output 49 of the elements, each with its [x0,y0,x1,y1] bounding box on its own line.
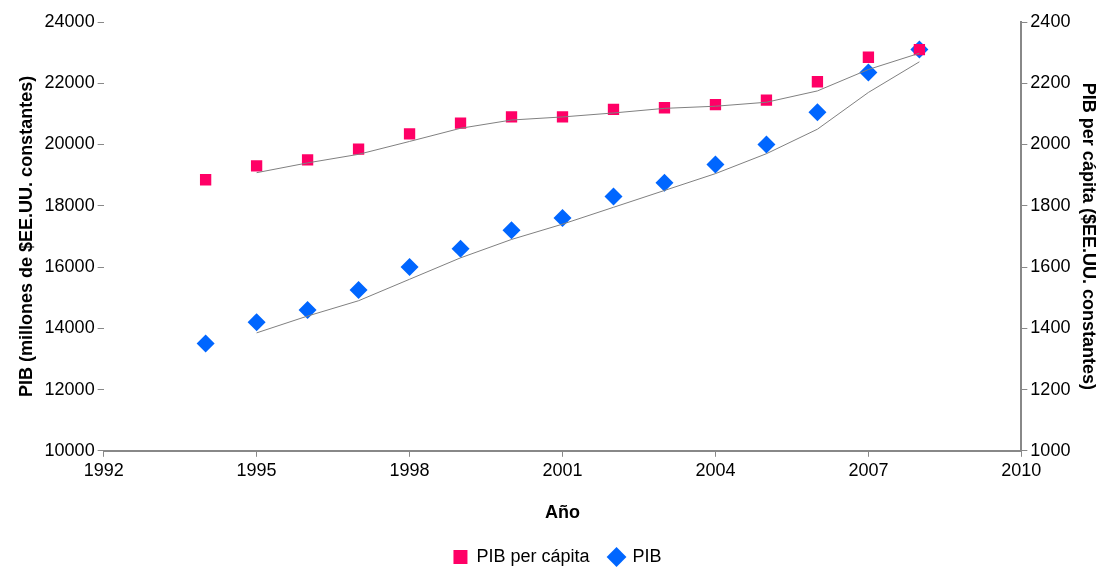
y-axis-title: PIB (millones de $EE.UU. constantes) [15,75,36,397]
point [757,135,776,154]
y2-tick-label: 1600 [1030,256,1071,276]
y-tick-label: 10000 [44,439,95,460]
y2-axis-title: PIB per cápita ($EE.UU. constantes) [1079,82,1100,390]
y2-tick-label: 2000 [1030,133,1071,154]
point [553,209,572,228]
point [352,143,365,155]
y-tick-label: 22000 [44,72,95,93]
point [454,117,467,129]
x-axis-title: Año [545,502,581,523]
y-tick-label: 12000 [44,378,95,399]
point [862,51,875,63]
point [247,313,266,332]
y2-tick-label: 2200 [1030,72,1071,93]
y2-tick-label: 2400 [1030,10,1071,31]
point [451,239,470,258]
y-tick-label: 16000 [44,256,95,276]
point [250,160,263,172]
x-tick-label: 1992 [83,459,124,480]
x-tick-label: 2001 [542,459,583,480]
point [349,281,368,299]
point [808,103,827,122]
x-tick-label: 2007 [848,459,889,480]
y2-tick-label: 1800 [1030,194,1071,215]
y-tick-label: 14000 [44,317,95,338]
y-tick-label: 18000 [44,194,95,215]
point [199,174,212,186]
point [502,221,521,240]
point [403,128,416,140]
point [706,155,725,174]
x-tick-label: 2004 [695,459,736,480]
point [655,173,674,192]
x-tick-label: 1998 [389,459,430,480]
x-tick-label: 2010 [1001,459,1042,480]
legend-label: PIB per cápita [476,545,591,566]
point [811,76,824,88]
point [196,334,215,353]
point [760,94,773,106]
point [298,300,317,319]
point [604,187,623,206]
x-tick-label: 1995 [236,459,277,480]
legend-label: PIB [632,545,662,566]
y-tick-label: 24000 [44,10,95,31]
point [400,258,419,277]
y2-tick-label: 1000 [1030,439,1071,460]
y-tick-label: 20000 [44,133,95,154]
y2-tick-label: 1200 [1030,378,1071,399]
y2-tick-label: 1400 [1030,317,1071,338]
